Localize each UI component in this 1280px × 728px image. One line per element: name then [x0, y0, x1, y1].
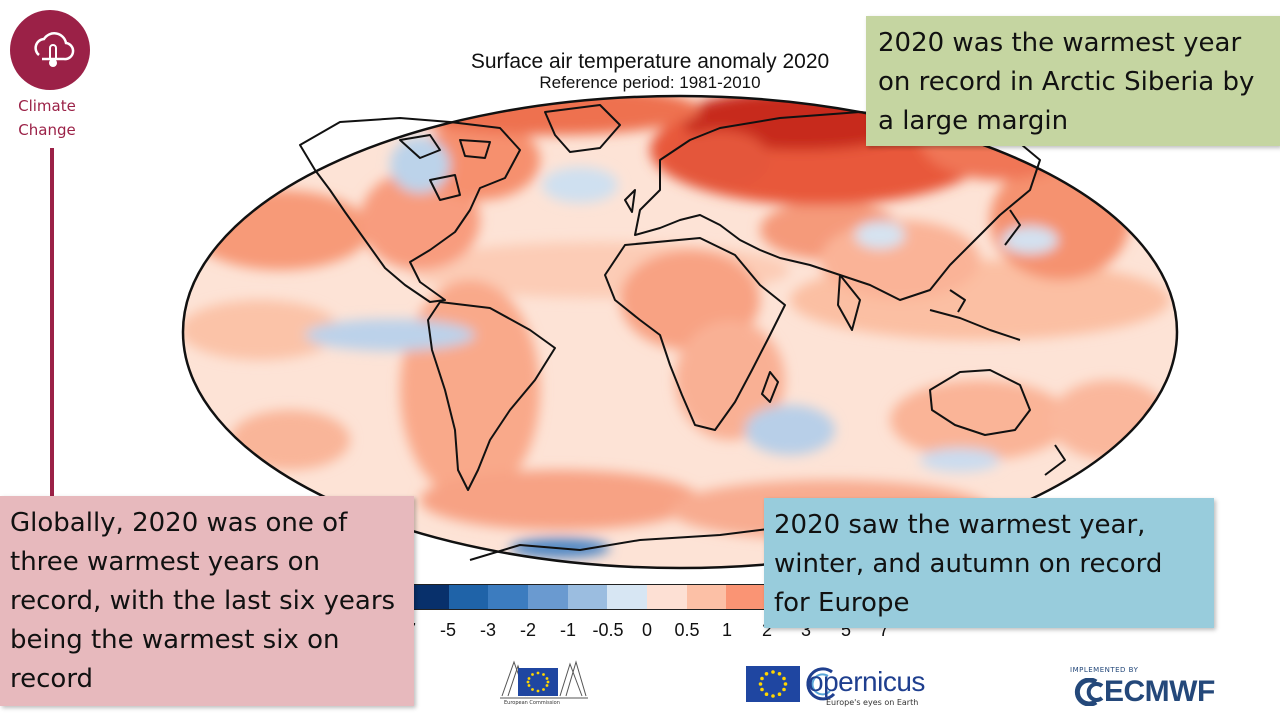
colorbar-cell	[448, 585, 489, 609]
arctic-callout: 2020 was the warmest year on record in A…	[866, 16, 1280, 146]
climate-change-brand: Climate Change	[10, 10, 90, 142]
brand-label-line2: Change	[18, 121, 76, 139]
europe-callout: 2020 saw the warmest year, winter, and a…	[764, 498, 1214, 628]
brand-divider-line	[50, 148, 54, 498]
european-commission-logo: European Commission	[498, 656, 590, 716]
copernicus-wordmark: opernicus	[808, 666, 925, 697]
colorbar-cell	[686, 585, 727, 609]
map-title-main: Surface air temperature anomaly 2020	[470, 50, 830, 73]
colorbar-label: -2	[519, 620, 537, 640]
coastlines	[299, 104, 1066, 561]
colorbar-cell	[726, 585, 767, 609]
eu-flag-icon	[746, 666, 800, 702]
copernicus-swirl-icon	[806, 667, 836, 701]
colorbar-label: 5	[840, 620, 852, 640]
colorbar-cell	[567, 585, 608, 609]
eu-flag-icon	[518, 668, 558, 696]
colorbar-label: -0.5	[592, 620, 624, 640]
copernicus-tagline: Europe's eyes on Earth	[826, 698, 919, 707]
colorbar-label: -3	[479, 620, 497, 640]
ecmwf-implemented-by: IMPLEMENTED BY	[1070, 666, 1139, 674]
colorbar-label: 2	[761, 620, 773, 640]
copernicus-logo: opernicus Europe's eyes on Earth	[746, 662, 925, 710]
brand-label: Climate Change	[12, 94, 82, 142]
colorbar-cell	[607, 585, 648, 609]
ecmwf-swirl-icon	[1074, 678, 1104, 706]
colorbar-cell	[528, 585, 568, 609]
map-title: Surface air temperature anomaly 2020 Ref…	[440, 50, 860, 92]
colorbar-label: 0	[641, 620, 653, 640]
map-outline	[181, 94, 1179, 570]
colorbar-cell	[488, 585, 529, 609]
colorbar-label: -5	[439, 620, 457, 640]
colorbar-label: 7	[878, 620, 890, 640]
colorbar-label: 3	[800, 620, 812, 640]
ec-caption: European Commission	[504, 700, 560, 706]
map-title-subtitle: Reference period: 1981-2010	[539, 73, 761, 92]
colorbar-label: 0.5	[674, 620, 700, 640]
colorbar-cell	[409, 585, 449, 609]
ecmwf-wordmark: ECMWF	[1104, 675, 1215, 708]
ecmwf-logo: IMPLEMENTED BY ECMWF	[1064, 664, 1224, 710]
global-callout: Globally, 2020 was one of three warmest …	[0, 496, 414, 706]
colorbar-label: 1	[721, 620, 733, 640]
colorbar-label: -1	[559, 620, 577, 640]
thermometer-cloud-icon	[10, 10, 90, 90]
brand-label-line1: Climate	[18, 97, 76, 115]
colorbar-cell	[647, 585, 687, 609]
